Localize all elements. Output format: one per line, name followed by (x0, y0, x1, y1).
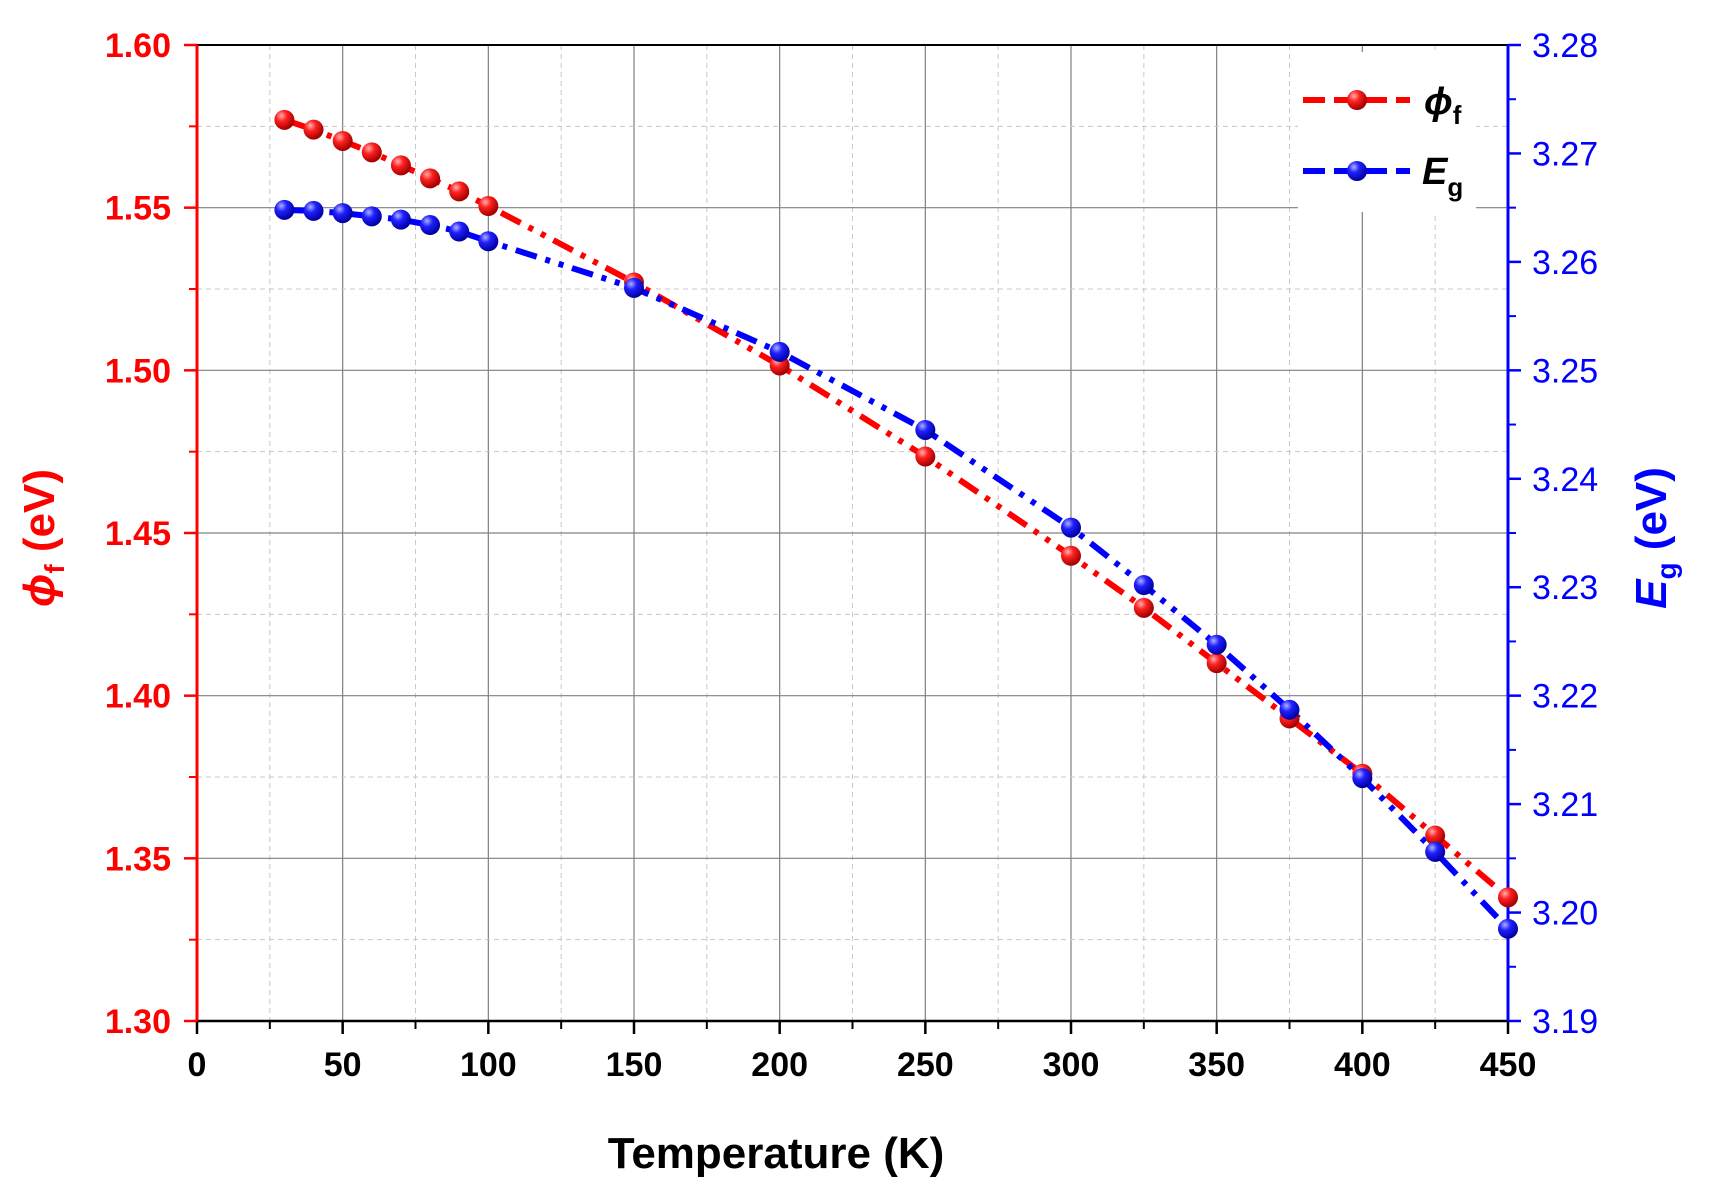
y-right-tick-label: 3.21 (1532, 786, 1598, 824)
grid (197, 45, 1508, 1021)
series-point-e-g (769, 341, 790, 362)
legend: ϕf Eg (1298, 52, 1476, 212)
series-point-phi-f (915, 446, 936, 467)
x-tick-label: 350 (1188, 1046, 1245, 1084)
series-point-e-g (1279, 699, 1300, 720)
series-point-phi-f (303, 119, 324, 140)
series-point-e-g (478, 231, 499, 252)
y-right-title-unit: (eV) (1627, 467, 1676, 562)
series-line-phi-f (283, 116, 1510, 900)
legend-phi-symbol: ϕ (1424, 81, 1453, 123)
y-axis-right: 3.19 3.20 3.21 3.22 3.23 3.24 3.25 3.26 3.27 3.28 (1508, 27, 1598, 1041)
y-axis-left: 1.30 1.35 1.40 1.45 1.50 1.55 1.60 (105, 27, 197, 1041)
y-axis-left-title: ϕf (eV) (15, 469, 70, 607)
legend-marker-phi (1347, 90, 1367, 110)
y-right-tick-label: 3.23 (1532, 569, 1598, 607)
y-right-tick-label: 3.27 (1532, 135, 1598, 173)
y-axis-right-title: Eg (eV) (1627, 467, 1682, 609)
series-point-phi-f (361, 142, 382, 163)
y-right-tick-label: 3.25 (1532, 352, 1598, 390)
y-left-tick-label: 1.35 (105, 840, 171, 878)
series-point-e-g (361, 206, 382, 227)
series-point-e-g (303, 200, 324, 221)
series-lines (283, 116, 1511, 931)
series-point-e-g (332, 203, 353, 224)
series-point-phi-f (1498, 887, 1518, 908)
y-left-tick-label: 1.30 (105, 1003, 171, 1041)
x-axis-title: Temperature (K) (608, 1129, 945, 1178)
y-right-tick-label: 3.28 (1532, 27, 1598, 65)
y-right-tick-label: 3.24 (1532, 461, 1598, 499)
series-point-phi-f (1425, 825, 1446, 846)
x-tick-label: 100 (460, 1046, 517, 1084)
series-point-e-g (390, 209, 411, 230)
x-axis: 0 50 100 150 200 250 300 350 400 450 (188, 1021, 1537, 1084)
series-point-phi-f (390, 155, 411, 176)
legend-phi-sub: f (1453, 100, 1462, 130)
series-point-phi-f (449, 181, 470, 202)
y-right-title-symbol: E (1627, 578, 1676, 609)
x-tick-label: 300 (1043, 1046, 1100, 1084)
y-right-tick-label: 3.20 (1532, 895, 1598, 933)
series-point-e-g (1425, 841, 1446, 862)
series-markers (274, 109, 1518, 939)
y-left-tick-label: 1.45 (105, 515, 171, 553)
series-point-e-g (1352, 768, 1373, 789)
legend-eg-symbol: E (1422, 151, 1449, 193)
series-line-e-g (284, 206, 1511, 931)
y-left-title-unit: (eV) (15, 469, 64, 564)
series-point-e-g (1061, 517, 1081, 538)
series-point-e-g (915, 419, 936, 440)
x-tick-label: 250 (897, 1046, 954, 1084)
y-left-title-symbol: ϕ (15, 574, 64, 607)
x-tick-label: 50 (324, 1046, 362, 1084)
series-point-phi-f (332, 130, 353, 151)
series-point-e-g (1498, 918, 1518, 939)
y-left-tick-label: 1.40 (105, 678, 171, 716)
series-point-e-g (1133, 575, 1154, 596)
y-right-tick-label: 3.19 (1532, 1003, 1598, 1041)
series-point-phi-f (478, 196, 499, 217)
x-tick-label: 400 (1334, 1046, 1391, 1084)
legend-box (1298, 52, 1476, 212)
legend-label-eg: Eg (1422, 151, 1463, 202)
series-point-phi-f (1133, 597, 1154, 618)
legend-marker-eg (1347, 161, 1367, 181)
series-point-phi-f (274, 109, 295, 130)
y-right-title-sub: g (1651, 562, 1682, 579)
series-point-e-g (274, 199, 295, 220)
series-point-e-g (449, 221, 470, 242)
series-point-phi-f (1061, 545, 1081, 566)
series-point-e-g (420, 215, 441, 236)
y-right-tick-label: 3.22 (1532, 678, 1598, 716)
series-point-phi-f (420, 168, 441, 189)
series-point-phi-f (1206, 653, 1227, 674)
legend-eg-sub: g (1447, 172, 1463, 202)
y-left-tick-label: 1.60 (105, 27, 171, 65)
x-tick-label: 450 (1480, 1046, 1537, 1084)
y-right-tick-label: 3.26 (1532, 244, 1598, 282)
y-left-tick-label: 1.50 (105, 352, 171, 390)
y-left-tick-label: 1.55 (105, 190, 171, 228)
series-point-e-g (624, 277, 644, 298)
legend-label-phi: ϕf (1424, 81, 1462, 130)
x-tick-label: 200 (751, 1046, 808, 1084)
x-tick-label: 0 (188, 1046, 207, 1084)
series-point-e-g (1206, 634, 1227, 655)
x-tick-label: 150 (606, 1046, 663, 1084)
y-left-title-sub: f (39, 564, 70, 574)
